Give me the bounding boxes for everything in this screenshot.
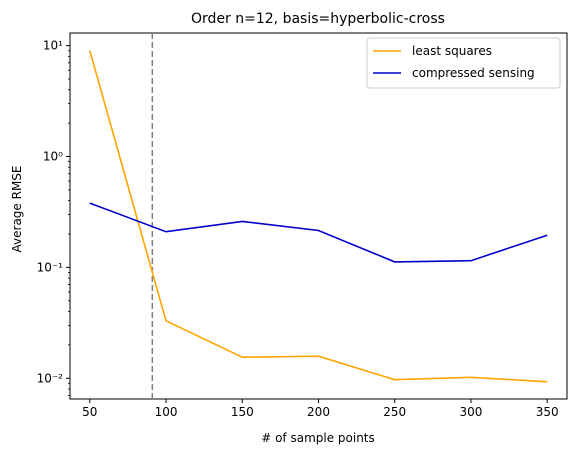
x-tick-label: 150 [231, 405, 254, 419]
chart-title: Order n=12, basis=hyperbolic-cross [191, 11, 445, 27]
x-axis-label: # of sample points [261, 431, 375, 445]
y-axis-label: Average RMSE [10, 166, 24, 253]
plot-area: 50 100 150 200 250 300 350 10⁻² 10⁻¹ 10⁰ 10¹ [37, 32, 568, 419]
x-tick-label: 250 [383, 405, 406, 419]
legend-box [366, 37, 561, 89]
y-tick-label: 10⁰ [43, 150, 63, 164]
series-line-least-squares [89, 50, 548, 383]
x-tick-label: 100 [155, 405, 178, 419]
legend-label: least squares [412, 44, 492, 58]
y-tick-label: 10⁻² [37, 371, 64, 385]
legend: least squares compressed sensing [366, 37, 561, 89]
x-tick-label: 50 [82, 405, 97, 419]
series-line-compressed-sensing [89, 202, 548, 263]
legend-label: compressed sensing [412, 66, 535, 80]
x-tick-label: 200 [307, 405, 330, 419]
x-tick-label: 350 [536, 405, 559, 419]
x-tick-label: 300 [460, 405, 483, 419]
y-tick-label: 10⁻¹ [37, 260, 64, 274]
y-tick-label: 10¹ [43, 39, 63, 53]
